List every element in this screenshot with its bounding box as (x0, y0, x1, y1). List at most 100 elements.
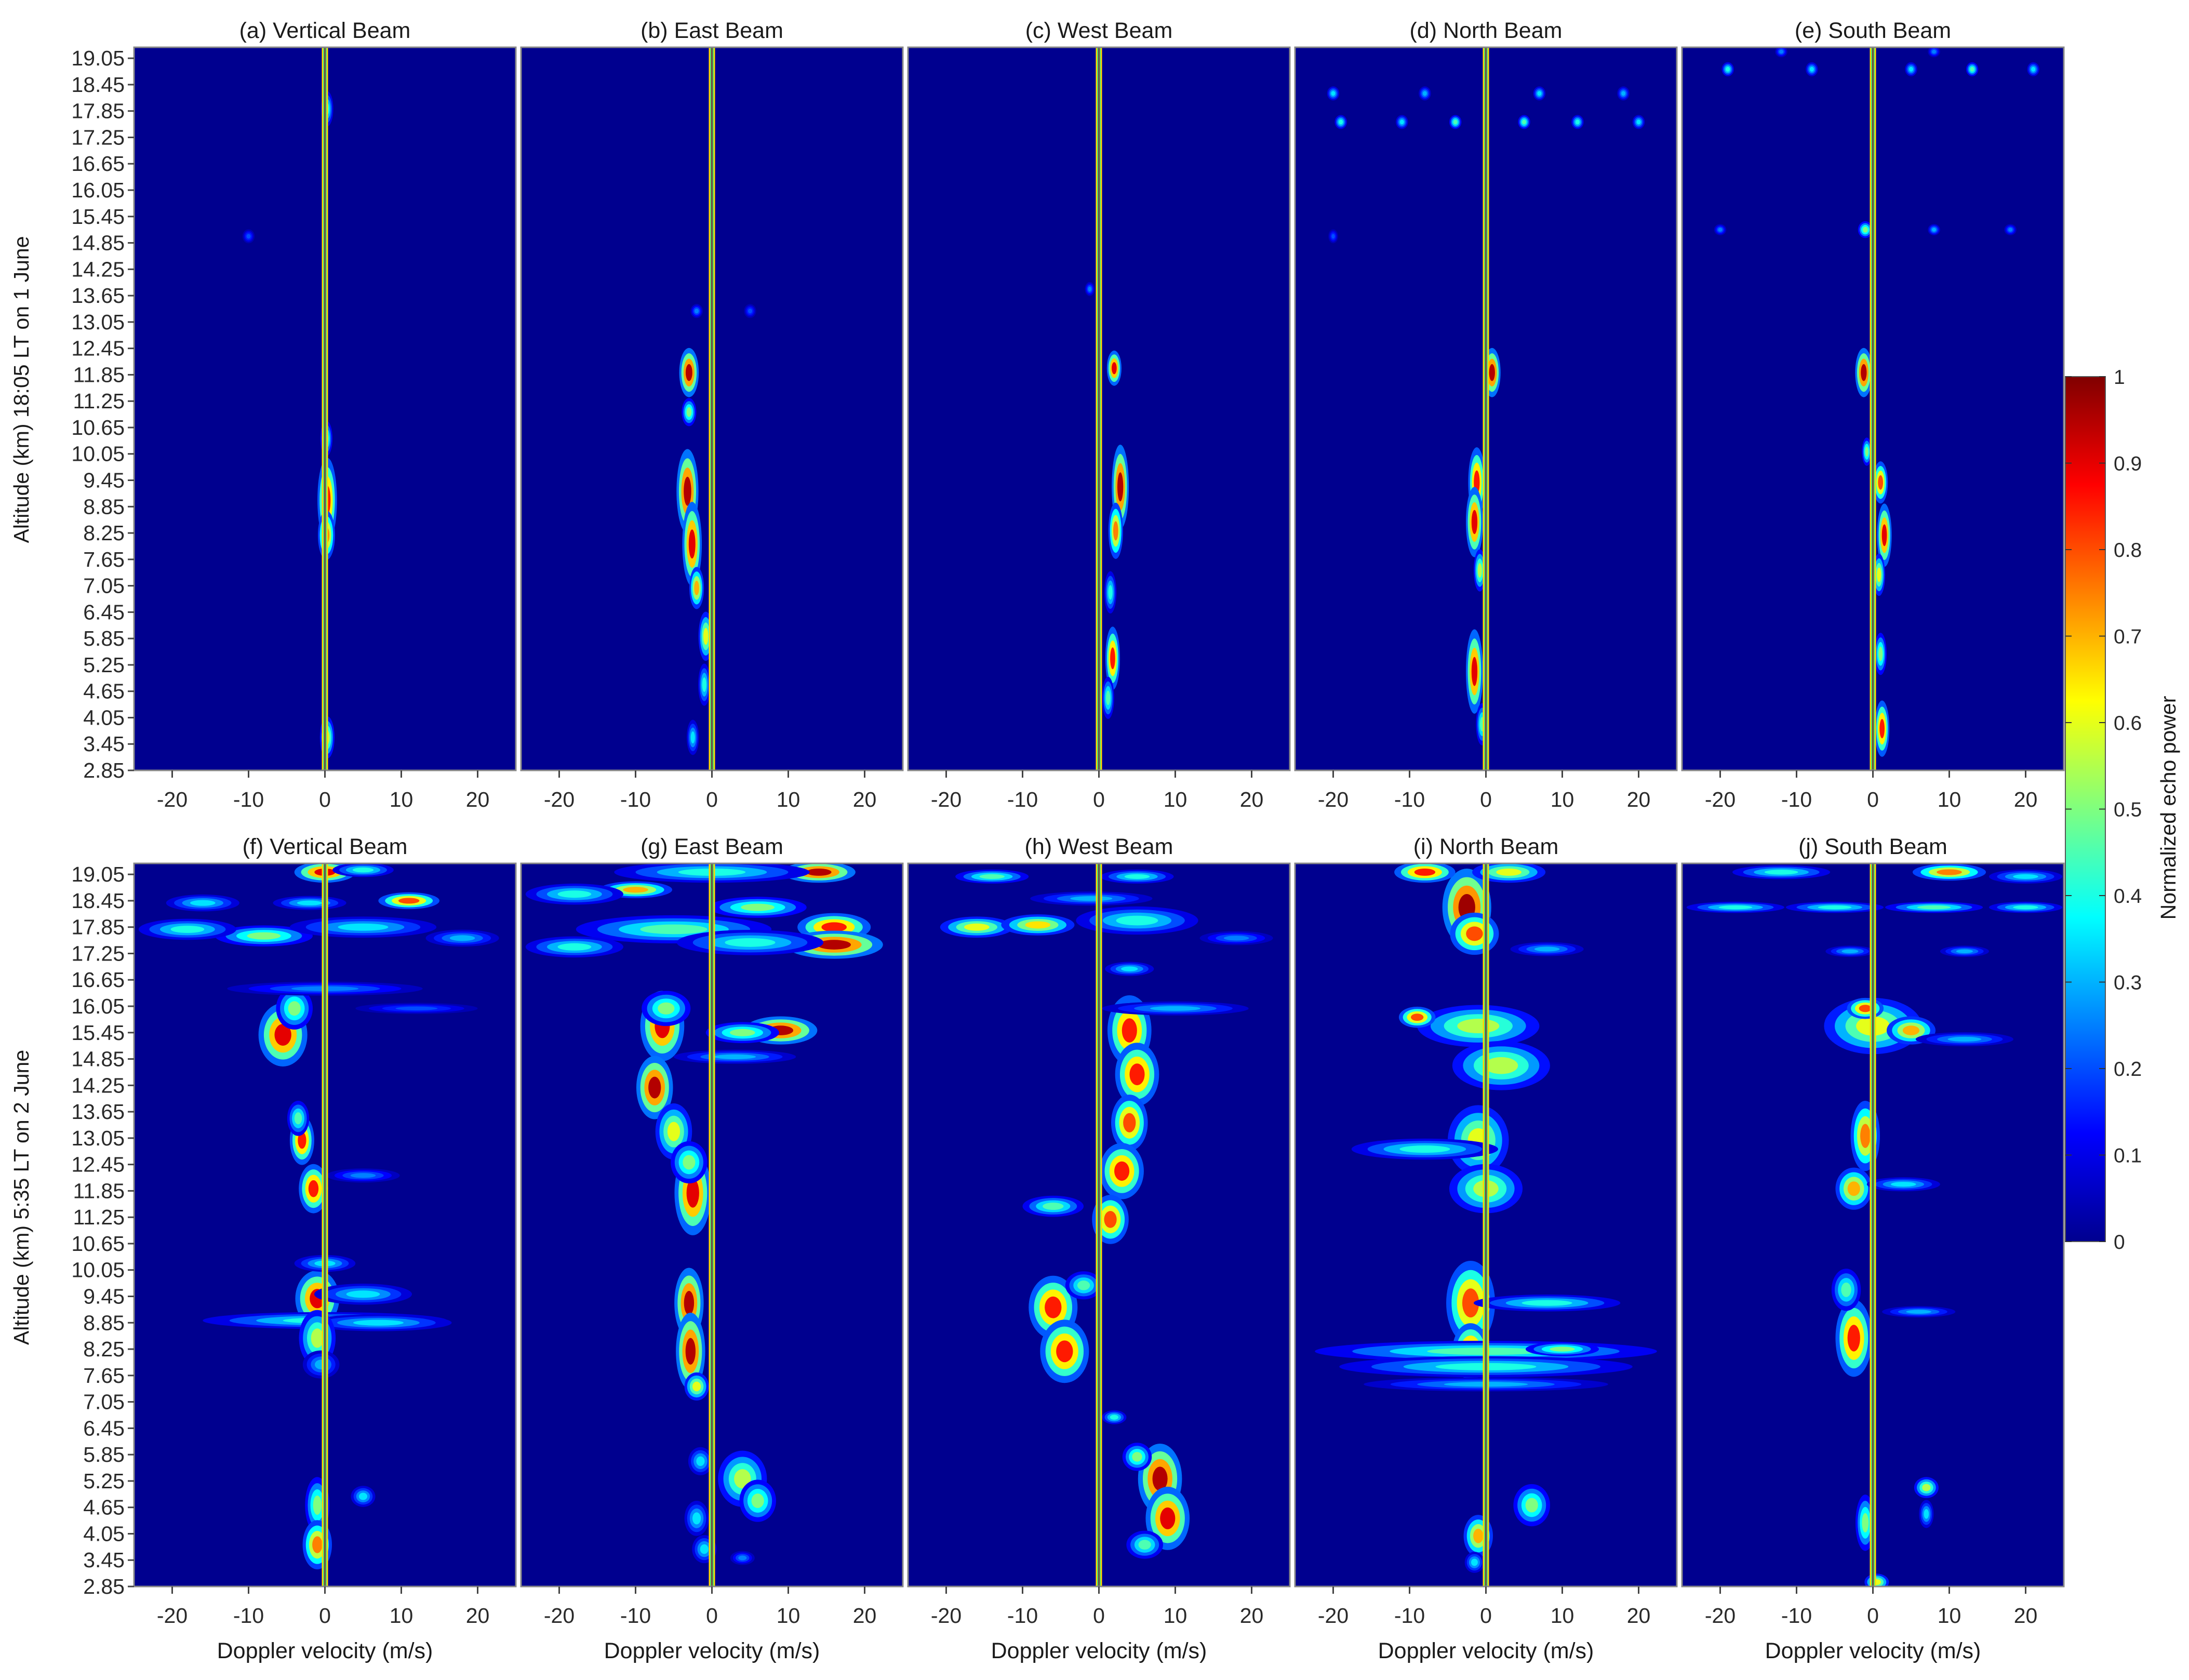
y-tick-label: 10.65 (71, 1232, 125, 1256)
y-tick-label: 2.85 (83, 1575, 125, 1598)
colorbar-label: Normalized echo power (2156, 696, 2180, 920)
echo-blob (557, 943, 592, 951)
x-tick-label: 20 (466, 788, 490, 811)
echo-blob (1878, 646, 1883, 661)
x-tick-label: -20 (1318, 788, 1349, 811)
echo-blob (1473, 1528, 1484, 1543)
x-tick-label: 0 (1480, 788, 1492, 811)
echo-blob (1859, 1005, 1872, 1012)
x-tick-label: -10 (233, 1604, 264, 1628)
echo-blob (1862, 226, 1868, 233)
x-tick-label: 10 (390, 1604, 413, 1628)
echo-blob (817, 940, 851, 950)
echo-blob (170, 925, 205, 933)
y-tick-label: 5.85 (83, 1443, 125, 1466)
x-tick-label: -10 (1007, 1604, 1038, 1628)
echo-blob (311, 1328, 324, 1348)
colorbar-ticks: 0 0.1 0.2 0.3 0.4 0.5 0.6 0.7 0.8 0.9 1 (2065, 366, 2142, 1254)
echo-blob (1922, 1484, 1931, 1491)
echo-blob (1124, 874, 1150, 879)
echo-blobs (1714, 47, 2039, 757)
x-tick-label: -20 (931, 1604, 962, 1628)
echo-blob (1466, 926, 1483, 941)
echo-blob (1636, 119, 1641, 125)
y-tick-label: 4.05 (83, 705, 125, 729)
x-tick-label: 20 (1627, 788, 1651, 811)
echo-blob (2013, 874, 2038, 879)
echo-blob (685, 364, 692, 381)
y-tick-label: 3.45 (83, 1548, 125, 1572)
colorbar-tick-label: 0.8 (2114, 539, 2142, 562)
x-axis-label: Doppler velocity (m/s) (217, 1638, 433, 1663)
panel-4: (d) North Beam -20 -10 0 10 20 (1294, 18, 1678, 811)
y-tick-label: 16.05 (71, 994, 125, 1018)
echo-blob (1860, 1124, 1871, 1148)
colorbar-tick-label: 0.6 (2114, 712, 2142, 735)
echo-blob (964, 923, 990, 931)
echo-blob (685, 1338, 696, 1365)
echo-blob (751, 1494, 764, 1508)
echo-blob (1937, 869, 1962, 875)
echo-blob (449, 935, 475, 941)
x-tick-label: 20 (466, 1604, 490, 1628)
echo-blob (294, 1112, 302, 1125)
panel-9: (i) North Beam -20 -10 0 10 20 Doppler velocit… (1294, 834, 1678, 1663)
panel-title: (g) East Beam (640, 834, 783, 859)
echo-blob (1575, 119, 1580, 125)
y-tick-label: 14.85 (71, 231, 125, 255)
echo-blob (1809, 66, 1814, 72)
echo-blob (1779, 49, 1784, 54)
echo-blob (979, 874, 1005, 879)
colorbar-tick-label: 0 (2114, 1231, 2125, 1254)
x-tick-label: 0 (319, 788, 331, 811)
y-tick-label: 14.25 (71, 257, 125, 281)
x-tick-label: 10 (1938, 788, 1961, 811)
echo-blob (1122, 1018, 1137, 1043)
echo-blob (190, 900, 216, 906)
panel-title: (f) Vertical Beam (243, 834, 408, 859)
colorbar-tick-label: 0.9 (2114, 453, 2142, 475)
row-label-bottom: Altitude (km) 5:35 LT on 2 June (9, 1050, 33, 1345)
echo-blob (1088, 286, 1092, 292)
x-tick-label: 10 (1164, 788, 1187, 811)
x-axis-label: Doppler velocity (m/s) (1378, 1638, 1594, 1663)
echo-blob (1865, 447, 1868, 457)
y-tick-label: 17.85 (71, 915, 125, 939)
y-tick-label: 7.05 (83, 1390, 125, 1414)
y-tick-label: 5.25 (83, 1469, 125, 1493)
panel-title: (b) East Beam (640, 18, 783, 43)
y-tick-label: 2.85 (83, 758, 125, 782)
y-tick-label: 16.65 (71, 968, 125, 992)
echo-blob (398, 898, 420, 904)
x-tick-label: 10 (777, 788, 800, 811)
echo-blob (313, 1495, 322, 1515)
echo-blob (247, 932, 281, 940)
y-tick-label: 6.45 (83, 1416, 125, 1440)
echo-blob (1484, 1057, 1518, 1074)
echo-blob (1841, 1282, 1851, 1297)
echo-blob (1457, 1019, 1500, 1034)
echo-blob (1104, 1211, 1117, 1228)
colorbar-tick-label: 0.5 (2114, 799, 2142, 821)
echo-blob (703, 628, 709, 645)
echo-blob (1924, 1509, 1929, 1519)
echo-blob (358, 1492, 368, 1500)
y-tick-label: 10.05 (71, 1258, 125, 1282)
echo-blobs (1085, 282, 1129, 719)
echo-blob (338, 923, 389, 931)
y-tick-label: 12.45 (71, 1153, 125, 1177)
echo-blob (1113, 521, 1118, 541)
panel-1: (a) Vertical Beam -20 -10 0 10 20 2.853.45 4.05… (71, 18, 517, 811)
echo-blobs (940, 869, 1273, 1559)
echo-blob (1891, 1182, 1916, 1187)
colorbar-tick-label: 0.7 (2114, 626, 2142, 648)
y-tick-label: 18.45 (71, 889, 125, 913)
echo-blob (1399, 119, 1404, 125)
x-axis-label: Doppler velocity (m/s) (991, 1638, 1207, 1663)
echo-blob (1956, 949, 1973, 953)
echo-blob (1477, 563, 1482, 578)
echo-blob (1877, 567, 1881, 582)
echo-blob (1025, 921, 1051, 929)
echo-blob (274, 1024, 291, 1046)
